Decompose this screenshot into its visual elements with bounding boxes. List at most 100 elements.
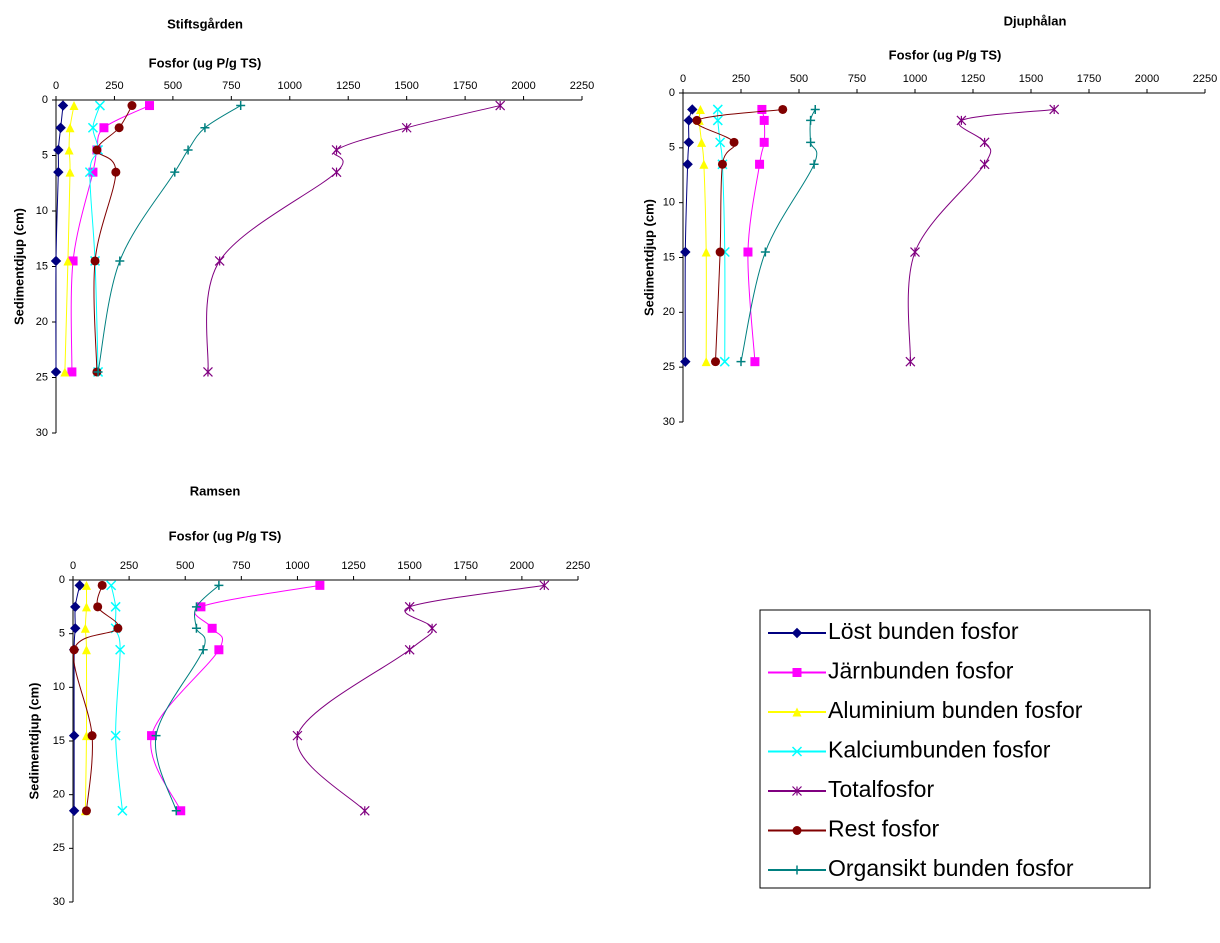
marker [50,366,62,378]
x-tick-label: 1750 [1077,73,1101,85]
marker [750,357,760,367]
y-tick-label: 20 [663,306,675,318]
legend-box [759,609,1151,889]
marker [87,122,98,133]
x-tick-label: 500 [176,560,194,572]
y-tick-label: 5 [59,628,65,640]
marker [69,101,79,111]
marker [236,101,246,111]
x-tick-label: 1750 [454,560,478,572]
x-tick-label: 0 [70,560,76,572]
marker [331,167,342,178]
marker [683,137,695,148]
x-tick-label: 1000 [285,560,309,572]
legend-marker [792,826,802,835]
series-line [296,584,545,812]
marker [114,123,124,133]
series-line [154,585,220,811]
marker [207,623,217,633]
x-tick-label: 1500 [397,560,421,572]
marker [680,246,691,258]
y-tick-label: 15 [663,251,675,263]
x-tick-label: 1500 [1019,73,1043,85]
marker [88,167,98,177]
y-tick-label: 5 [669,142,675,154]
y-axis-title: Sedimentdjup (cm) [11,208,26,325]
marker [87,731,97,741]
marker [90,256,100,266]
marker [710,357,720,367]
marker [682,159,693,170]
marker [145,101,155,111]
x-tick-label: 2250 [570,80,594,92]
series-line [73,585,119,811]
marker [759,115,769,125]
marker [214,256,225,266]
x-tick-label: 250 [732,73,750,85]
marker [717,159,727,169]
marker [68,730,80,741]
x-tick-label: 750 [232,560,250,572]
x-tick-label: 2250 [566,560,590,572]
marker [69,645,79,655]
marker [692,115,702,125]
x-tick-label: 250 [105,80,123,92]
series-line [150,584,320,811]
marker [683,115,695,126]
marker [701,247,711,257]
marker [191,602,201,612]
marker [404,601,415,612]
marker [198,645,208,655]
marker [712,104,723,115]
legend-marker [791,627,803,639]
legend-marker [792,668,802,677]
legend-label: Löst bunden fosfor [828,618,1019,644]
x-tick-label: 750 [848,73,866,85]
series-line [64,105,75,372]
marker [70,623,81,634]
x-tick-label: 1250 [336,80,360,92]
marker [806,115,816,125]
x-tick-label: 2000 [511,80,535,92]
chart-title: Stiftsgården [167,16,243,31]
marker [715,247,725,257]
series-line [84,585,88,811]
marker [93,602,103,612]
marker [778,104,788,114]
series-line [206,105,501,373]
legend-marker [791,746,803,757]
y-tick-label: 25 [36,371,48,383]
marker [68,256,78,266]
marker [539,580,550,591]
x-tick-label: 2000 [510,560,534,572]
x-tick-label: 500 [164,80,182,92]
series-line [740,109,818,362]
chart-title: Djuphålan [1004,13,1067,28]
marker [810,104,820,114]
marker [203,367,213,377]
marker [84,167,95,178]
y-tick-label: 0 [59,574,65,586]
chart-title: Ramsen [190,483,241,498]
x-tick-label: 250 [120,560,138,572]
x-tick-label: 1250 [961,73,985,85]
marker [757,104,767,114]
y-tick-label: 30 [36,427,48,439]
marker [427,623,438,634]
marker [695,104,705,114]
x-tick-label: 0 [53,80,59,92]
marker [910,247,920,257]
marker [687,104,698,115]
y-axis-title: Sedimentdjup (cm) [26,682,41,799]
marker [979,159,990,170]
marker [106,580,117,591]
series-line [695,108,783,362]
x-tick-label: 750 [222,80,240,92]
marker [759,137,769,147]
marker [719,356,730,367]
marker [905,356,916,367]
marker [401,122,412,133]
marker [110,601,121,612]
marker [65,167,75,177]
marker [729,137,739,147]
